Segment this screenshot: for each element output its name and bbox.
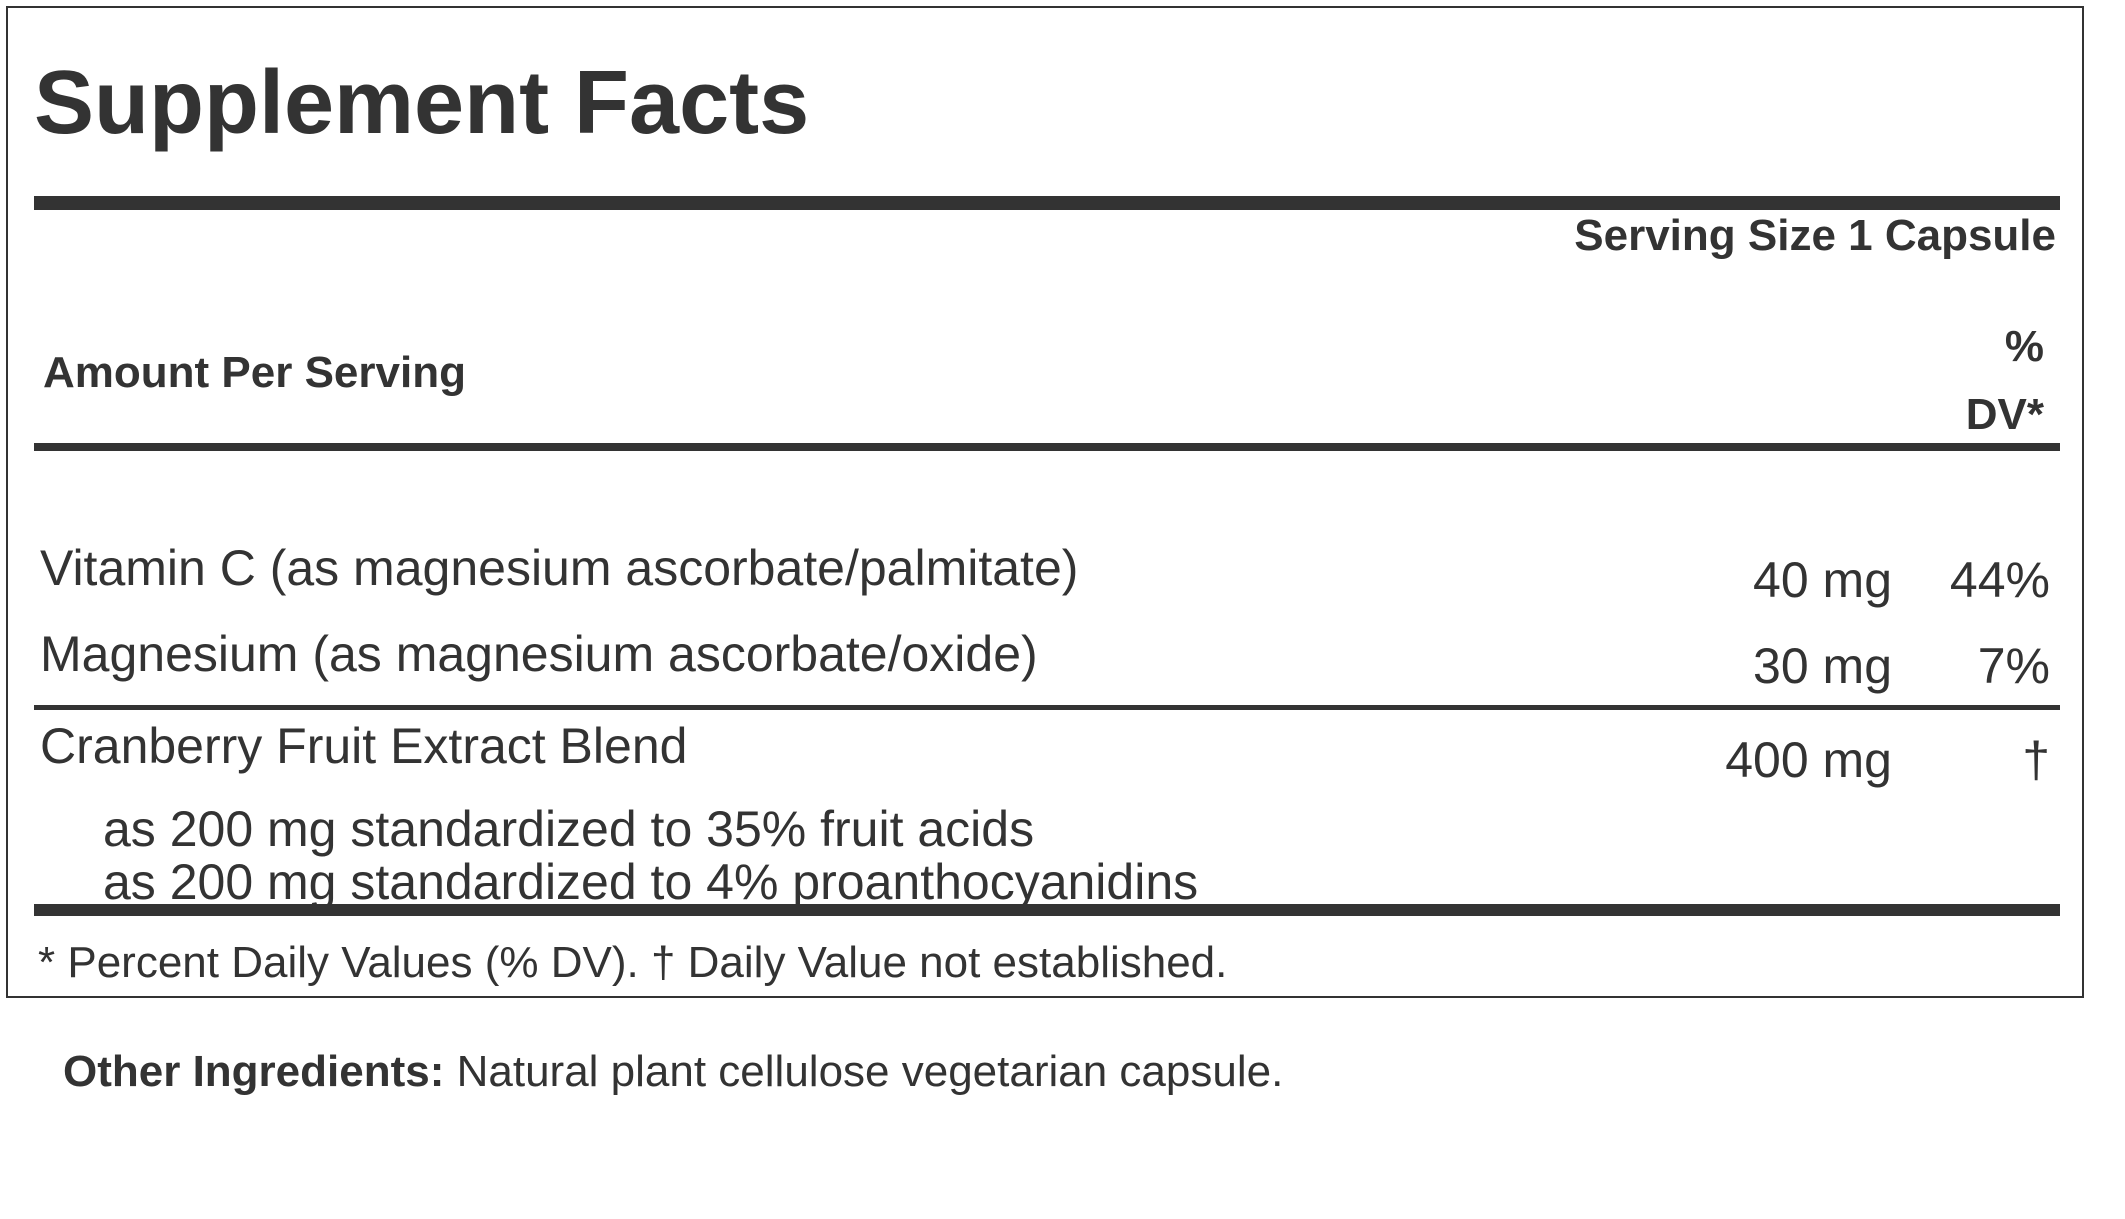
- amount-per-serving-header: Amount Per Serving: [43, 348, 466, 397]
- panel-title: Supplement Facts: [34, 53, 810, 153]
- nutrient-name-cranberry-blend: Cranberry Fruit Extract Blend: [40, 718, 688, 774]
- serving-size: Serving Size 1 Capsule: [1574, 211, 2056, 260]
- dv-header-percent: %: [2004, 322, 2044, 371]
- blend-divider: [34, 705, 2060, 710]
- header-divider: [34, 443, 2060, 451]
- dv-header-dv: DV*: [1965, 390, 2044, 439]
- nutrient-dv-magnesium: 7%: [1977, 638, 2050, 694]
- other-ingredients: Other Ingredients: Natural plant cellulo…: [63, 1050, 1283, 1094]
- nutrient-amount-magnesium: 30 mg: [1753, 638, 1892, 694]
- nutrient-dv-cranberry-blend: †: [2022, 732, 2050, 788]
- bottom-divider: [34, 904, 2060, 916]
- supplement-facts-panel: Supplement Facts Serving Size 1 Capsule …: [6, 6, 2084, 998]
- nutrient-amount-vitamin-c: 40 mg: [1753, 552, 1892, 608]
- nutrient-name-magnesium: Magnesium (as magnesium ascorbate/oxide): [40, 626, 1038, 682]
- other-ingredients-text: Natural plant cellulose vegetarian capsu…: [444, 1047, 1284, 1096]
- nutrient-amount-cranberry-blend: 400 mg: [1725, 732, 1892, 788]
- nutrient-dv-vitamin-c: 44%: [1949, 552, 2050, 608]
- daily-value-header: % DV*: [1924, 313, 2044, 449]
- blend-sub-line-proanthocyanidins: as 200 mg standardized to 4% proanthocya…: [103, 854, 1199, 910]
- daily-value-footnote: * Percent Daily Values (% DV). † Daily V…: [38, 938, 1228, 987]
- other-ingredients-label: Other Ingredients:: [63, 1047, 445, 1096]
- top-divider: [34, 196, 2060, 210]
- blend-sub-line-fruit-acids: as 200 mg standardized to 35% fruit acid…: [103, 801, 1035, 857]
- nutrient-name-vitamin-c: Vitamin C (as magnesium ascorbate/palmit…: [40, 540, 1079, 596]
